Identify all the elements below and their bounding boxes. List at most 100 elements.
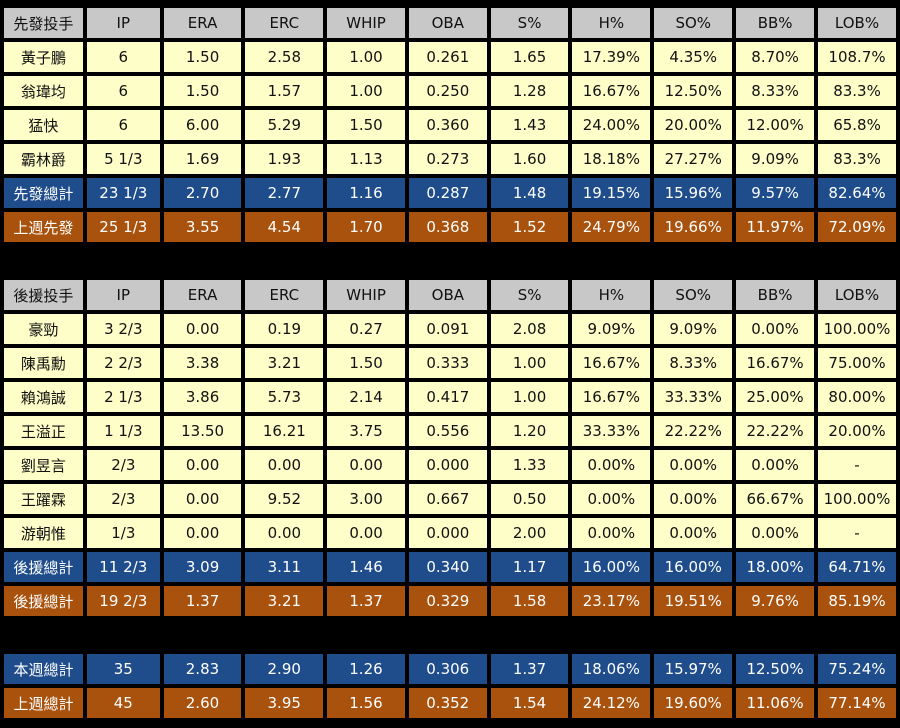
data-cell: 3.95 (245, 688, 324, 718)
data-cell: 19.66% (654, 212, 733, 242)
data-cell: 1.50 (327, 110, 405, 140)
data-cell: 0.273 (408, 144, 487, 174)
row-label-cell: 翁瑋均 (4, 76, 83, 106)
data-cell: 0.19 (245, 314, 324, 344)
data-cell: 100.00% (818, 314, 896, 344)
data-cell: 1 1/3 (86, 416, 160, 446)
data-cell: 20.00% (654, 110, 733, 140)
data-cell: 1.16 (327, 178, 405, 208)
relievers-total-row: 後援總計 11 2/3 3.09 3.11 1.46 0.340 1.17 16.00% 16.… (4, 552, 896, 582)
data-cell: 1.48 (490, 178, 569, 208)
data-cell: 1.56 (327, 688, 405, 718)
data-cell: 45 (86, 688, 160, 718)
row-label-cell: 黃子鵬 (4, 42, 83, 72)
data-cell: 0.329 (408, 586, 487, 616)
data-cell: 8.33% (736, 76, 815, 106)
data-cell: 33.33% (654, 382, 733, 412)
table-row: 黃子鵬 6 1.50 2.58 1.00 0.261 1.65 17.39% 4.35% 8.70… (4, 42, 896, 72)
data-cell: 25 1/3 (86, 212, 160, 242)
data-cell: 2/3 (86, 450, 160, 480)
data-cell: 0.50 (490, 484, 569, 514)
data-cell: 2.60 (163, 688, 242, 718)
data-cell: 2.08 (490, 314, 569, 344)
starters-last-week-row: 上週先發 25 1/3 3.55 4.54 1.70 0.368 1.52 24.79% 19.… (4, 212, 896, 242)
data-cell: 9.09% (572, 314, 651, 344)
data-cell: 1.70 (327, 212, 405, 242)
data-cell: 85.19% (818, 586, 896, 616)
table-row: 猛快 6 6.00 5.29 1.50 0.360 1.43 24.00% 20.00% 12.0… (4, 110, 896, 140)
data-cell: 1.00 (490, 348, 569, 378)
header-cell: ERC (245, 280, 324, 310)
data-cell: 9.57% (736, 178, 815, 208)
data-cell: 5.29 (245, 110, 324, 140)
data-cell: 2.77 (245, 178, 324, 208)
data-cell: 1.57 (245, 76, 324, 106)
data-cell: 23.17% (572, 586, 651, 616)
data-cell: 3.75 (327, 416, 405, 446)
data-cell: 5.73 (245, 382, 324, 412)
data-cell: 1.46 (327, 552, 405, 582)
data-cell: 0.00 (327, 518, 405, 548)
data-cell: 2.14 (327, 382, 405, 412)
data-cell: 2.90 (245, 654, 324, 684)
row-label-cell: 游朝惟 (4, 518, 83, 548)
data-cell: 25.00% (736, 382, 815, 412)
data-cell: 17.39% (572, 42, 651, 72)
data-cell: 0.556 (408, 416, 487, 446)
data-cell: 22.22% (736, 416, 815, 446)
header-cell: S% (490, 280, 569, 310)
data-cell: 0.368 (408, 212, 487, 242)
data-cell: 0.250 (408, 76, 487, 106)
data-cell: 6.00 (163, 110, 242, 140)
data-cell: 3.55 (163, 212, 242, 242)
data-cell: 1.58 (490, 586, 569, 616)
data-cell: 3.00 (327, 484, 405, 514)
data-cell: 18.06% (572, 654, 651, 684)
data-cell: 12.50% (654, 76, 733, 106)
data-cell: 19.51% (654, 586, 733, 616)
data-cell: 24.12% (572, 688, 651, 718)
data-cell: 0.091 (408, 314, 487, 344)
data-cell: 1.50 (327, 348, 405, 378)
header-cell: H% (572, 280, 651, 310)
data-cell: 0.261 (408, 42, 487, 72)
row-label-cell: 劉昱言 (4, 450, 83, 480)
header-cell: 先發投手 (4, 8, 83, 38)
data-cell: 0.27 (327, 314, 405, 344)
relievers-last-week-row: 後援總計 19 2/3 1.37 3.21 1.37 0.329 1.58 23.17% 19.… (4, 586, 896, 616)
header-cell: WHIP (327, 8, 405, 38)
header-cell: H% (572, 8, 651, 38)
data-cell: - (818, 518, 896, 548)
header-cell: OBA (408, 8, 487, 38)
data-cell: 23 1/3 (86, 178, 160, 208)
table-row: 豪勁 3 2/3 0.00 0.19 0.27 0.091 2.08 9.09% 9.09% 0.… (4, 314, 896, 344)
data-cell: 1.37 (163, 586, 242, 616)
data-cell: 8.33% (654, 348, 733, 378)
data-cell: 0.00% (654, 518, 733, 548)
data-cell: 3.11 (245, 552, 324, 582)
data-cell: 16.00% (654, 552, 733, 582)
data-cell: 16.67% (572, 348, 651, 378)
data-cell: 1.00 (490, 382, 569, 412)
data-cell: 1.00 (327, 42, 405, 72)
data-cell: 16.00% (572, 552, 651, 582)
table-row: 王溢正 1 1/3 13.50 16.21 3.75 0.556 1.20 33.33% 22.… (4, 416, 896, 446)
totals-table: 本週總計 35 2.83 2.90 1.26 0.306 1.37 18.06% 15.97% 1… (0, 650, 900, 722)
header-cell: BB% (736, 8, 815, 38)
data-cell: 1.43 (490, 110, 569, 140)
data-cell: 0.00% (572, 450, 651, 480)
row-label-cell: 霸林爵 (4, 144, 83, 174)
table-row: 陳禹勳 2 2/3 3.38 3.21 1.50 0.333 1.00 16.67% 8.33%… (4, 348, 896, 378)
header-cell: SO% (654, 280, 733, 310)
data-cell: 0.000 (408, 450, 487, 480)
last-week-total-row: 上週總計 45 2.60 3.95 1.56 0.352 1.54 24.12% 19.60% 1… (4, 688, 896, 718)
header-cell: LOB% (818, 8, 896, 38)
data-cell: 19.15% (572, 178, 651, 208)
this-week-total-row: 本週總計 35 2.83 2.90 1.26 0.306 1.37 18.06% 15.97% 1… (4, 654, 896, 684)
row-label-cell: 本週總計 (4, 654, 83, 684)
data-cell: 20.00% (818, 416, 896, 446)
data-cell: 1.17 (490, 552, 569, 582)
data-cell: 0.00 (163, 484, 242, 514)
data-cell: 64.71% (818, 552, 896, 582)
data-cell: 19 2/3 (86, 586, 160, 616)
